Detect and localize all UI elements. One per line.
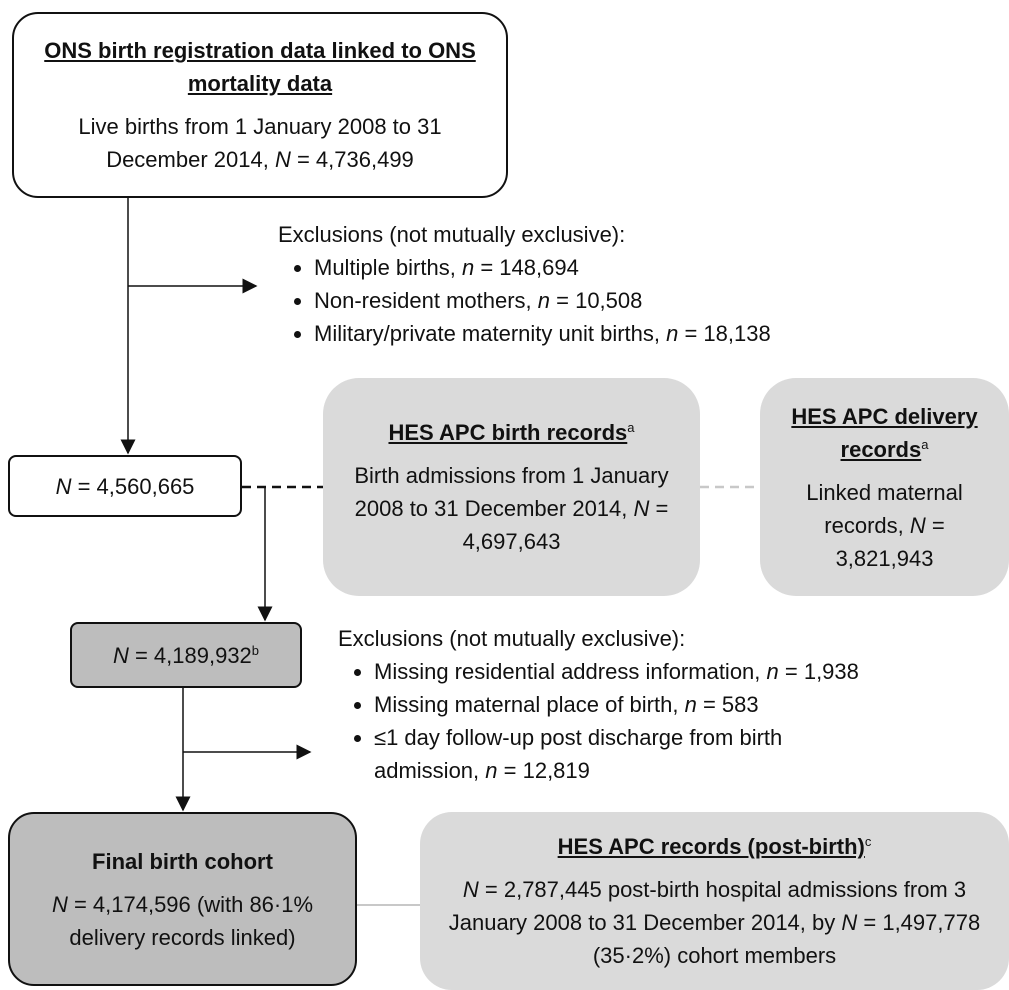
text-run: Linked maternal records, (806, 479, 963, 538)
text-run: N (274, 147, 291, 172)
text-run: N (841, 910, 858, 935)
text-run: n (766, 659, 779, 684)
box-text: Linked maternal records, N = 3,821,943 (782, 476, 987, 575)
text-run: n (537, 288, 551, 313)
text-run: n (485, 758, 498, 783)
exclusions-heading: Exclusions (not mutually exclusive): (278, 222, 626, 247)
text-run: = 12,819 (497, 758, 590, 783)
text-run: N (633, 496, 650, 521)
text-run: = 3,821,943 (835, 512, 945, 571)
exclusions: Exclusions (not mutually exclusive): Mul… (278, 218, 1003, 350)
text-run: = 1,938 (778, 659, 859, 684)
text-run: N (462, 877, 479, 902)
text-run: = 4,736,499 (290, 147, 414, 172)
text-run: n (684, 692, 697, 717)
text-run: Military/private maternity unit births, (314, 321, 667, 346)
text-run: = 18,138 (678, 321, 771, 346)
exclusions: Exclusions (not mutually exclusive): Mis… (338, 622, 1006, 787)
step-box: N = 4,560,665 (8, 455, 242, 517)
text-run: n (666, 321, 679, 346)
box-title: HES APC records (post-birth)c (557, 834, 872, 859)
text-run: HES APC birth records (388, 420, 628, 445)
box-text: N = 2,787,445 post-birth hospital admiss… (438, 873, 991, 972)
exclusion-item: ≤1 day follow-up post discharge from bir… (374, 721, 874, 787)
text-run: = 4,174,596 (with 86·1% delivery records… (67, 891, 314, 950)
box-title: Final birth cohort (92, 848, 273, 874)
text-run: Live births from 1 January 2008 to 31 De… (78, 114, 442, 172)
box-text: Birth admissions from 1 January 2008 to … (353, 459, 670, 558)
box-text: N = 4,174,596 (with 86·1% delivery recor… (50, 888, 315, 954)
hes-delivery-box: HES APC delivery recordsa Linked materna… (760, 378, 1009, 596)
text-run: = 4,189,932 (128, 642, 252, 668)
text-run: Missing maternal place of birth, (374, 692, 685, 717)
text-run: HES APC records (post-birth) (557, 834, 865, 859)
text-run: = 10,508 (550, 288, 643, 313)
text-run: = 2,787,445 post-birth hospital admissio… (448, 877, 967, 935)
ons-box: ONS birth registration data linked to ON… (12, 12, 508, 198)
exclusion-item: Missing residential address information,… (374, 655, 1006, 688)
text-run: N (55, 473, 72, 499)
hes-birth-box: HES APC birth recordsa Birth admissions … (323, 378, 700, 596)
hes-post-box: HES APC records (post-birth)c N = 2,787,… (420, 812, 1009, 990)
text-run: HES APC delivery records (791, 403, 978, 462)
text-run: ≤1 day follow-up post discharge from bir… (374, 725, 783, 783)
exclusions-heading: Exclusions (not mutually exclusive): (338, 626, 686, 651)
text-run: Non-resident mothers, (314, 288, 538, 313)
exclusion-item: Multiple births, n = 148,694 (314, 251, 1003, 284)
exclusion-item: Missing maternal place of birth, n = 583 (374, 688, 1006, 721)
text-run: = 583 (696, 692, 759, 717)
box-title: HES APC delivery recordsa (791, 403, 978, 462)
text-run: = 148,694 (474, 255, 579, 280)
exclusion-item: Non-resident mothers, n = 10,508 (314, 284, 1003, 317)
text-run: Birth admissions from 1 January 2008 to … (354, 463, 669, 521)
text-run: N (51, 891, 68, 917)
text-run: = 1,497,778 (35·2%) cohort members (592, 910, 981, 968)
exclusion-item: Military/private maternity unit births, … (314, 317, 1003, 350)
step-box: N = 4,189,932b (70, 622, 302, 688)
box-text: Live births from 1 January 2008 to 31 De… (30, 110, 490, 176)
final-box: Final birth cohort N = 4,174,596 (with 8… (8, 812, 357, 986)
text-run: = 4,697,643 (462, 496, 669, 554)
box-title: ONS birth registration data linked to ON… (44, 38, 476, 96)
text-run: n (461, 255, 475, 280)
text-run: Missing residential address information, (374, 659, 767, 684)
text-run: = 4,560,665 (71, 473, 195, 499)
text-run: N (909, 512, 926, 538)
box-title: HES APC birth recordsa (388, 420, 635, 445)
text-run: N (112, 642, 129, 668)
text-run: Multiple births, (314, 255, 462, 280)
